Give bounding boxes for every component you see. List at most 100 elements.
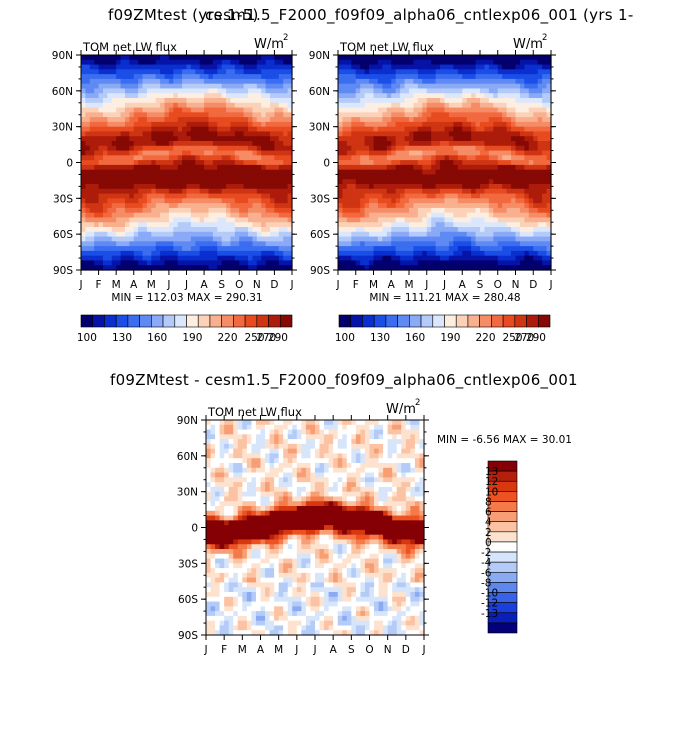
heatmap-cell <box>431 217 437 223</box>
heatmap-cell <box>346 222 352 228</box>
heatmap-cell <box>261 150 267 156</box>
heatmap-cell <box>502 212 508 219</box>
heatmap-cell <box>120 246 126 252</box>
heatmap-cell <box>382 207 388 214</box>
heatmap-cell <box>342 136 348 142</box>
heatmap-cell <box>120 74 126 80</box>
heatmap-cell <box>239 69 245 75</box>
heatmap-cell <box>377 265 383 271</box>
heatmap-cell <box>111 179 117 185</box>
x-tick-label: A <box>130 279 138 291</box>
heatmap-cell <box>190 265 196 271</box>
colorbar-label: 290 <box>268 332 288 344</box>
heatmap-cell <box>480 121 486 128</box>
heatmap-cell <box>519 160 525 166</box>
heatmap-cell <box>440 98 446 104</box>
heatmap-cell <box>274 112 280 118</box>
heatmap-cell <box>219 630 225 636</box>
heatmap-cell <box>155 174 161 180</box>
heatmap-cell <box>488 55 494 61</box>
heatmap-cell <box>373 160 379 166</box>
heatmap-cell <box>386 141 392 147</box>
heatmap-cell <box>528 203 534 209</box>
heatmap-cell <box>497 203 503 209</box>
heatmap-cell <box>480 74 486 80</box>
heatmap-cell <box>81 93 86 99</box>
heatmap-cell <box>199 260 205 266</box>
heatmap-cell <box>435 227 441 233</box>
heatmap-cell <box>466 250 472 257</box>
heatmap-cell <box>111 260 117 266</box>
heatmap-cell <box>81 241 86 247</box>
heatmap-cell <box>206 592 212 598</box>
heatmap-cell <box>116 179 122 185</box>
heatmap-cell <box>89 222 95 228</box>
heatmap-cell <box>186 236 192 242</box>
heatmap-cell <box>355 260 361 266</box>
heatmap-cell <box>237 553 243 560</box>
heatmap-cell <box>230 193 236 199</box>
heatmap-cell <box>373 203 379 209</box>
heatmap-cell <box>524 255 530 262</box>
heatmap-cell <box>364 203 370 209</box>
heatmap-cell <box>431 88 437 94</box>
heatmap-cell <box>215 592 221 598</box>
heatmap-cell <box>484 145 490 152</box>
heatmap-cell <box>160 207 166 214</box>
heatmap-cell <box>219 534 225 541</box>
heatmap-cell <box>466 265 472 271</box>
heatmap-cell <box>404 98 410 104</box>
heatmap-cell <box>124 88 130 94</box>
heatmap-cell <box>182 255 188 262</box>
heatmap-cell <box>386 102 392 109</box>
heatmap-cell <box>515 136 521 142</box>
heatmap-cell <box>283 78 289 85</box>
heatmap-cell <box>98 155 104 161</box>
heatmap-cell <box>190 241 196 247</box>
heatmap-cell <box>233 568 239 574</box>
heatmap-cell <box>182 222 188 228</box>
heatmap-cell <box>190 150 196 156</box>
heatmap-cell <box>224 472 230 478</box>
heatmap-cell <box>217 193 223 199</box>
heatmap-cell <box>278 265 284 271</box>
heatmap-cell <box>413 231 419 238</box>
heatmap-cell <box>369 260 375 266</box>
heatmap-cell <box>168 150 174 156</box>
heatmap-cell <box>233 620 239 627</box>
heatmap-cell <box>475 69 481 75</box>
heatmap-cell <box>462 198 468 204</box>
heatmap-cell <box>199 98 205 104</box>
heatmap-cell <box>484 155 490 161</box>
heatmap-cell <box>431 64 437 70</box>
heatmap-cell <box>395 121 401 128</box>
heatmap-cell <box>233 630 239 636</box>
heatmap-cell <box>493 160 499 166</box>
heatmap-cell <box>360 203 366 209</box>
heatmap-cell <box>256 59 262 66</box>
heatmap-cell <box>287 98 293 104</box>
heatmap-cell <box>129 55 135 61</box>
heatmap-cell <box>186 141 192 147</box>
heatmap-cell <box>373 74 379 80</box>
heatmap-cell <box>265 150 271 156</box>
heatmap-cell <box>373 222 379 228</box>
heatmap-cell <box>360 231 366 238</box>
heatmap-cell <box>230 83 236 90</box>
heatmap-cell <box>386 236 392 242</box>
heatmap-cell <box>453 241 459 247</box>
heatmap-cell <box>493 88 499 94</box>
heatmap-cell <box>274 93 280 99</box>
heatmap-cell <box>471 136 477 142</box>
heatmap-cell <box>466 169 472 176</box>
heatmap-cell <box>453 112 459 118</box>
heatmap-cell <box>85 121 91 128</box>
heatmap-cell <box>502 88 508 94</box>
heatmap-cell <box>369 184 375 190</box>
heatmap-cell <box>283 141 289 147</box>
heatmap-cell <box>274 227 280 233</box>
heatmap-cell <box>242 549 248 555</box>
heatmap-cell <box>413 227 419 233</box>
heatmap-cell <box>488 174 494 180</box>
heatmap-cell <box>146 198 152 204</box>
